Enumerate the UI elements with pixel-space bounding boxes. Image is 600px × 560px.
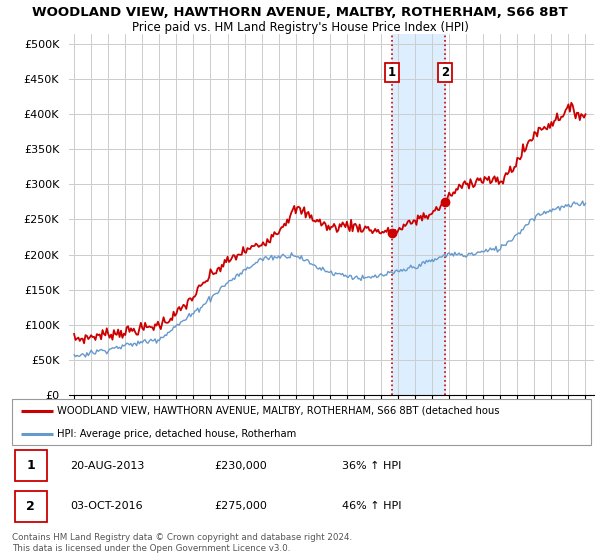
Text: 1: 1 [388,66,396,78]
Text: Price paid vs. HM Land Registry's House Price Index (HPI): Price paid vs. HM Land Registry's House … [131,21,469,34]
Text: 36% ↑ HPI: 36% ↑ HPI [342,461,401,471]
Text: 1: 1 [26,459,35,473]
Text: HPI: Average price, detached house, Rotherham: HPI: Average price, detached house, Roth… [57,429,296,438]
Text: 03-OCT-2016: 03-OCT-2016 [70,501,143,511]
Text: 46% ↑ HPI: 46% ↑ HPI [342,501,401,511]
Text: £275,000: £275,000 [215,501,268,511]
Text: WOODLAND VIEW, HAWTHORN AVENUE, MALTBY, ROTHERHAM, S66 8BT (detached hous: WOODLAND VIEW, HAWTHORN AVENUE, MALTBY, … [57,406,500,416]
Text: WOODLAND VIEW, HAWTHORN AVENUE, MALTBY, ROTHERHAM, S66 8BT: WOODLAND VIEW, HAWTHORN AVENUE, MALTBY, … [32,6,568,18]
Text: 2: 2 [26,500,35,513]
Bar [15,491,47,522]
Text: 20-AUG-2013: 20-AUG-2013 [70,461,144,471]
Bar [392,34,445,395]
Text: £230,000: £230,000 [215,461,268,471]
Text: Contains HM Land Registry data © Crown copyright and database right 2024.
This d: Contains HM Land Registry data © Crown c… [12,533,352,553]
Text: 2: 2 [441,66,449,78]
Bar [15,450,47,481]
